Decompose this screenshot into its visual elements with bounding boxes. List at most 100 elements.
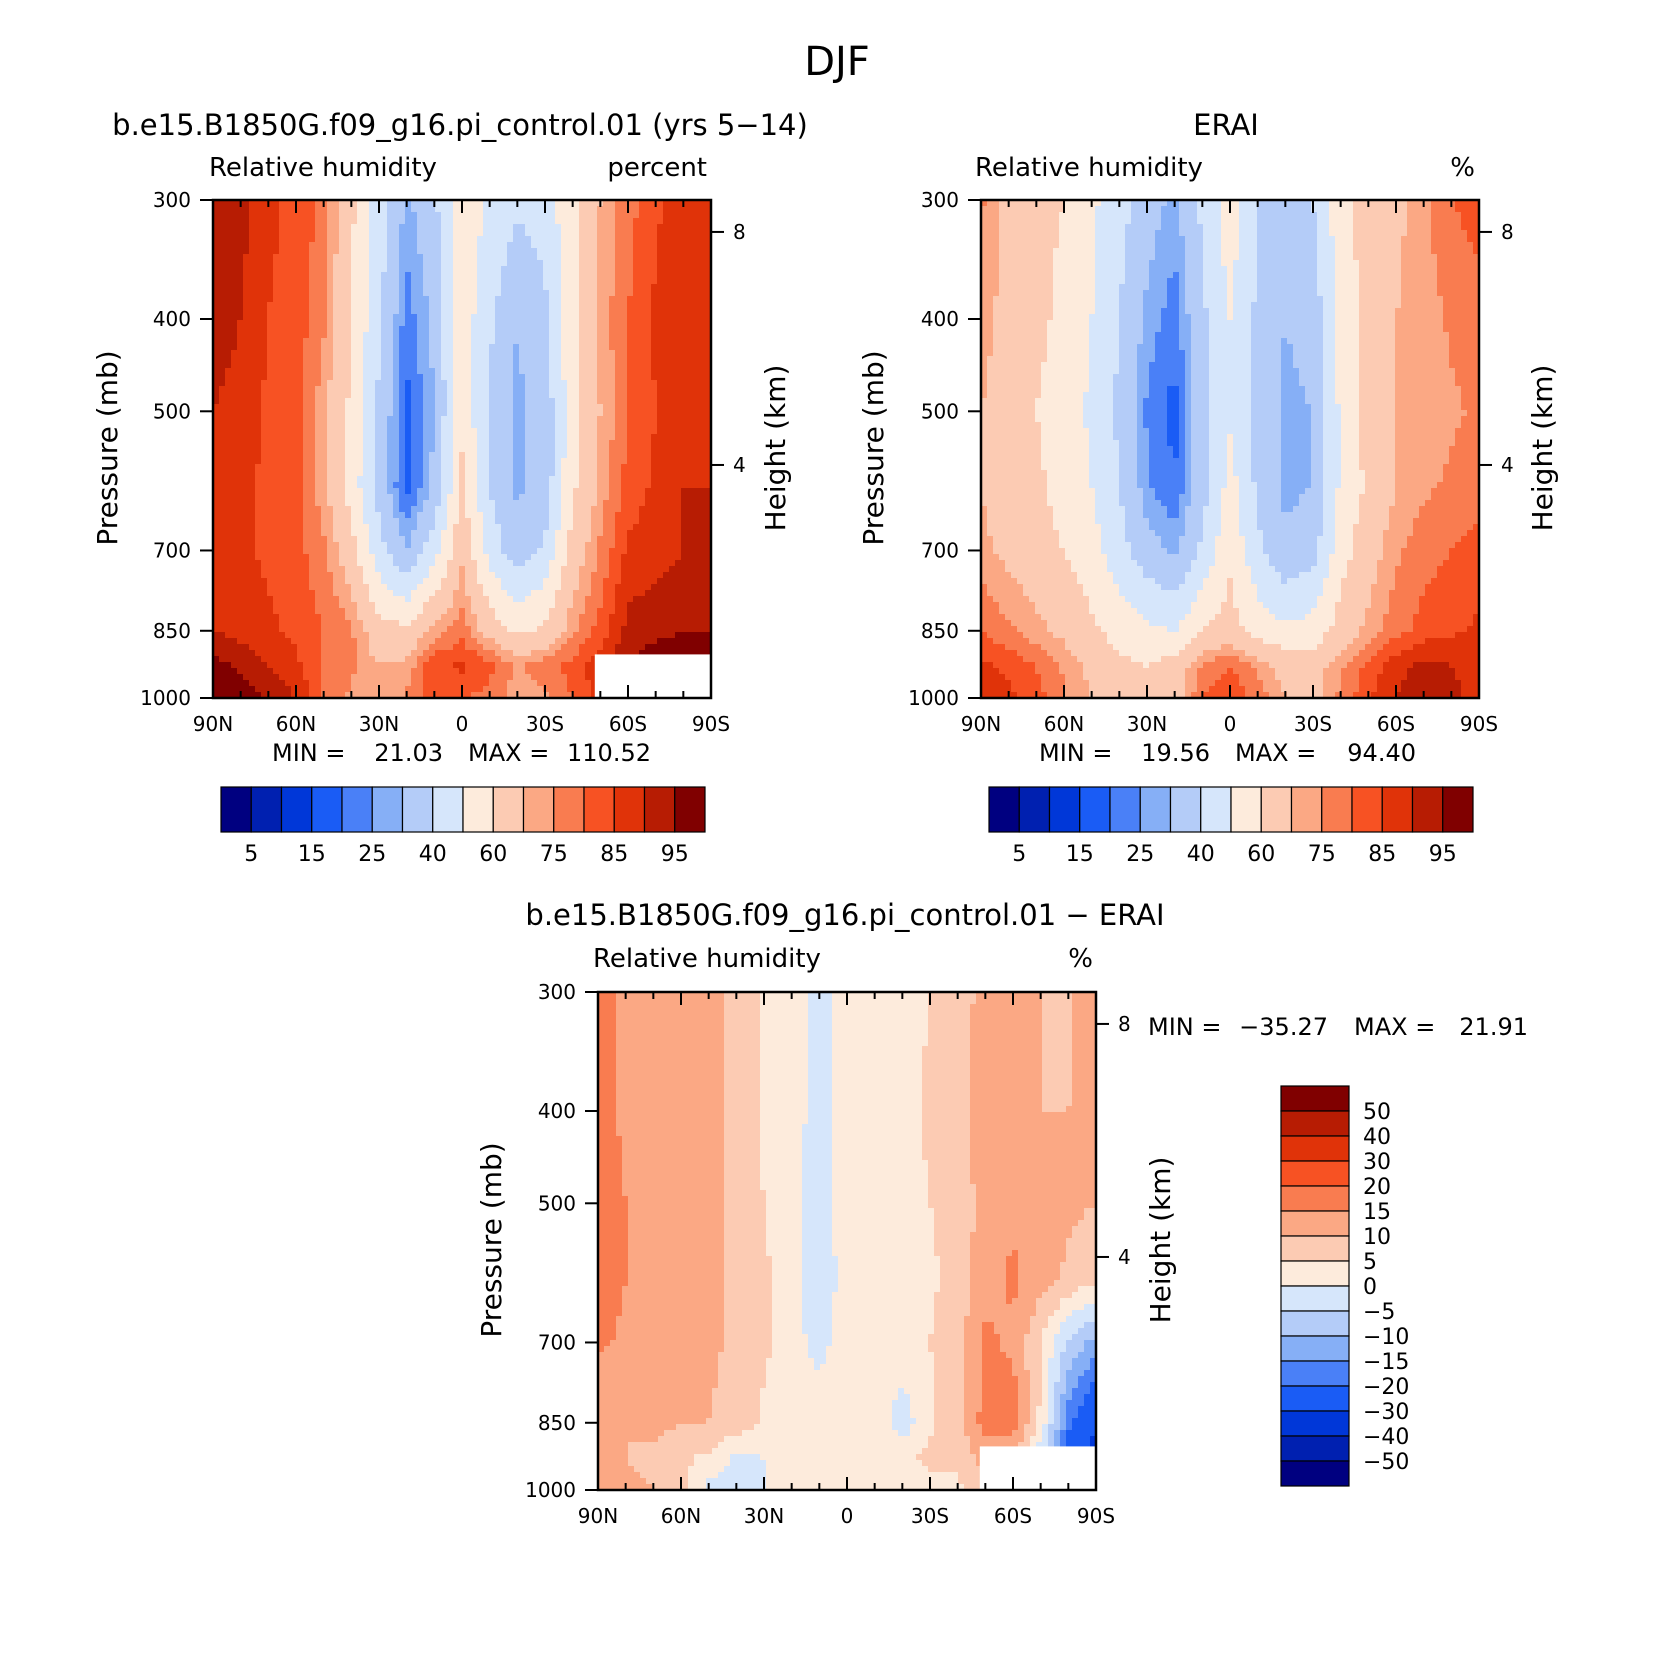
field-cell [213,482,220,489]
field-cell [657,410,664,417]
field-cell [519,356,526,363]
field-cell [285,542,292,549]
field-cell [375,302,382,309]
field-cell [291,218,298,225]
field-cell [693,434,700,441]
field-cell [705,320,712,327]
field-cell [279,560,286,567]
field-cell [267,254,274,261]
field-cell [213,386,220,393]
field-cell [303,518,310,525]
field-cell [573,374,580,381]
field-cell [261,482,268,489]
field-cell [693,206,700,213]
field-cell [693,554,700,561]
field-cell [471,302,478,309]
field-cell [549,548,556,555]
field-cell [423,338,430,345]
field-cell [351,542,358,549]
field-cell [435,470,442,477]
field-cell [369,452,376,459]
field-cell [339,494,346,501]
field-cell [681,308,688,315]
field-cell [255,308,262,315]
field-cell [273,398,280,405]
field-cell [327,224,334,231]
field-cell [381,230,388,237]
field-cell [303,554,310,561]
field-cell [543,386,550,393]
field-cell [465,272,472,279]
field-cell [687,200,694,207]
field-cell [213,530,220,537]
field-cell [213,512,220,519]
field-cell [399,266,406,273]
field-cell [393,350,400,357]
field-cell [441,494,448,501]
field-cell [501,230,508,237]
field-cell [579,482,586,489]
field-cell [573,338,580,345]
field-cell [651,314,658,321]
field-cell [357,476,364,483]
field-cell [579,368,586,375]
field-cell [651,272,658,279]
field-cell [417,548,424,555]
field-cell [531,266,538,273]
field-cell [483,404,490,411]
field-cell [387,410,394,417]
field-cell [471,386,478,393]
field-cell [597,242,604,249]
field-cell [327,530,334,537]
field-cell [219,374,226,381]
field-cell [483,320,490,327]
field-cell [381,410,388,417]
field-cell [243,428,250,435]
field-cell [243,446,250,453]
field-cell [567,542,574,549]
field-cell [675,278,682,285]
field-cell [303,320,310,327]
field-cell [339,548,346,555]
field-cell [369,512,376,519]
field-cell [645,470,652,477]
field-cell [423,542,430,549]
field-cell [549,230,556,237]
field-cell [435,488,442,495]
field-cell [567,296,574,303]
field-cell [663,482,670,489]
field-cell [495,416,502,423]
field-cell [639,356,646,363]
field-cell [501,380,508,387]
field-cell [327,302,334,309]
field-cell [255,290,262,297]
field-cell [501,554,508,561]
field-cell [249,554,256,561]
field-cell [555,272,562,279]
field-cell [309,230,316,237]
field-cell [669,338,676,345]
field-cell [267,350,274,357]
field-cell [303,542,310,549]
field-cell [681,464,688,471]
field-cell [225,374,232,381]
field-cell [585,482,592,489]
field-cell [591,482,598,489]
field-cell [219,452,226,459]
field-cell [615,224,622,231]
field-cell [681,542,688,549]
field-cell [633,272,640,279]
field-cell [609,542,616,549]
field-cell [399,506,406,513]
field-cell [237,218,244,225]
field-cell [429,530,436,537]
field-cell [543,356,550,363]
field-cell [393,362,400,369]
field-cell [603,266,610,273]
field-cell [615,236,622,243]
field-cell [351,308,358,315]
field-cell [351,482,358,489]
field-cell [609,344,616,351]
field-cell [705,536,712,543]
field-cell [267,290,274,297]
